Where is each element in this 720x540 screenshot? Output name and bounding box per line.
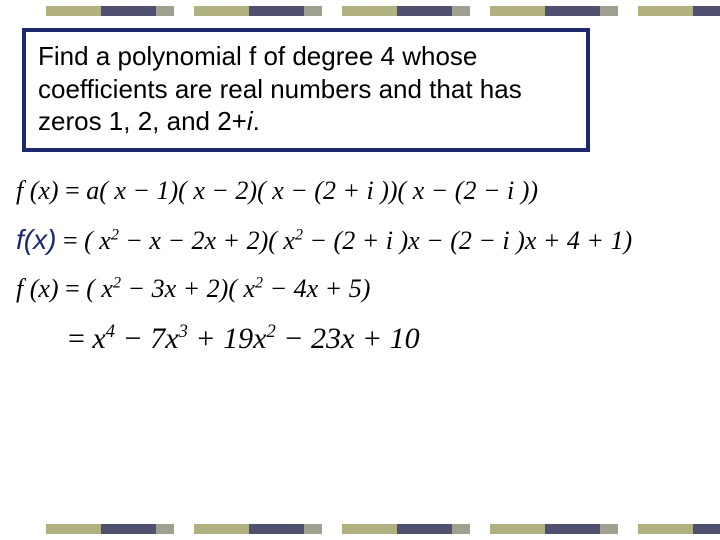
eq3-b: − 3x + 2)( x [121, 274, 255, 303]
eq3-lhs: f (x) [16, 274, 59, 303]
eq3-c: − 4x + 5) [263, 274, 370, 303]
eq1-eq: = [59, 176, 87, 205]
eq4-d: − 23x + 10 [276, 322, 420, 355]
eq4-b: − 7x [115, 322, 179, 355]
equation-2: f(x) = ( x2 − x − 2x + 2)( x2 − (2 + i )… [16, 224, 706, 256]
eq4-eq: = [68, 322, 92, 355]
equation-area: f (x) = a( x − 1)( x − 2)( x − (2 + i ))… [16, 176, 706, 374]
bottom-decor-bar [46, 524, 720, 534]
eq3-a: ( x [86, 274, 113, 303]
problem-line3b: . [253, 106, 260, 136]
problem-line3a: zeros 1, 2, and 2+ [38, 106, 247, 136]
problem-text: Find a polynomial f of degree 4 whose co… [38, 40, 574, 138]
eq1-lhs: f (x) [16, 176, 59, 205]
eq2-c: − (2 + i )x − (2 − i )x + 4 + 1) [303, 226, 632, 255]
equation-4: = x4 − 7x3 + 19x2 − 23x + 10 [16, 322, 706, 356]
eq2-eq: = [56, 226, 84, 255]
equation-1: f (x) = a( x − 1)( x − 2)( x − (2 + i ))… [16, 176, 706, 206]
problem-box: Find a polynomial f of degree 4 whose co… [22, 28, 590, 152]
eq2-lhs: f(x) [16, 224, 56, 255]
eq1-rhs: a( x − 1)( x − 2)( x − (2 + i ))( x − (2… [86, 176, 538, 205]
problem-line2: coefficients are real numbers and that h… [38, 74, 522, 104]
eq4-c: + 19x [188, 322, 267, 355]
top-decor-bar [46, 6, 720, 16]
problem-line1: Find a polynomial f of degree 4 whose [38, 41, 477, 71]
eq4-a: x [92, 322, 105, 355]
eq2-a: ( x [84, 226, 111, 255]
eq2-b: − x − 2x + 2)( x [119, 226, 295, 255]
eq3-eq: = [59, 274, 87, 303]
equation-3: f (x) = ( x2 − 3x + 2)( x2 − 4x + 5) [16, 274, 706, 304]
